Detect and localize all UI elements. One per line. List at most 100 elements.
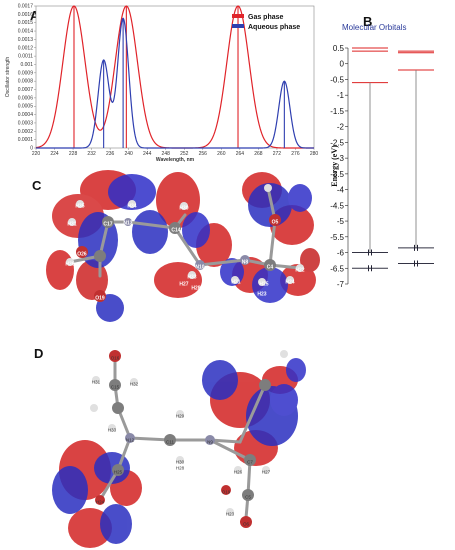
atom-label-h25: H25 <box>114 470 123 475</box>
atom-label-h29: H29 <box>176 414 185 419</box>
y-tick-label: 0.0013 <box>18 37 34 43</box>
spectrum-line-aqueous-phase <box>36 17 314 149</box>
y-tick-label: 0.0006 <box>18 95 34 101</box>
orbital-d-atom-labels: O16 H32 C15 H31 H33 H29 N12 H30 C11 H28 N9 H26 H27 C7… <box>92 356 271 527</box>
x-tick-label: 248 <box>162 151 171 157</box>
x-tick-label: 276 <box>291 151 300 157</box>
y-tick-label: 0.0015 <box>18 20 34 26</box>
x-tick-label: 224 <box>50 151 59 157</box>
x-tick-label: 232 <box>87 151 96 157</box>
mo-diagram-content: Molecular Orbitals 0.5 0 -0.5 -1 -1.5 -2 -2.5 -3… <box>330 23 434 289</box>
atom-label-c14: C14 <box>171 228 180 234</box>
spectrum-chart: 0 0.0001 0.0002 0.0003 0.0004 0.0005 0.0006 0.0… <box>5 4 318 164</box>
panel-a-label: A <box>30 8 40 23</box>
energy-tick-label: -3.5 <box>330 170 344 179</box>
spectrum-legend: Gas phase Aqueous phase <box>232 14 300 31</box>
y-tick-label: 0.0017 <box>18 4 34 10</box>
energy-tick-label: -6.5 <box>330 264 344 273</box>
y-axis-label: Oscillator strength <box>5 57 11 98</box>
y-tick-label: 0 <box>30 146 33 152</box>
atom-label-o6: O6 <box>243 522 250 527</box>
panel-d-label: D <box>34 346 44 361</box>
atom-label-h31: H31 <box>67 222 76 228</box>
x-tick-label: 264 <box>236 151 245 157</box>
y-tick-label: 0.0009 <box>18 70 34 76</box>
atom-label-h30: H30 <box>176 460 185 465</box>
energy-tick-label: -2 <box>337 123 345 132</box>
atom-label-o16: O16 <box>111 356 120 361</box>
y-tick-label: 0.0012 <box>18 45 34 51</box>
x-tick-label: 240 <box>124 151 133 157</box>
atom-label-n13: N13 <box>123 221 132 227</box>
mo-title: Molecular Orbitals <box>342 23 406 32</box>
energy-tick-label: -0.5 <box>330 75 344 84</box>
energy-tick-label: -3 <box>337 154 345 163</box>
energy-tick-label: -1.5 <box>330 107 344 116</box>
spectrum-axes: 0 0.0001 0.0002 0.0003 0.0004 0.0005 0.0006 0.0… <box>5 4 318 164</box>
energy-axis-label: Energy (eV) <box>330 145 339 187</box>
energy-tick-label: -1 <box>337 91 345 100</box>
atom-label-h22: H22 <box>295 268 304 274</box>
atom-label-h32: H32 <box>130 382 139 387</box>
y-tick-label: 0.0014 <box>18 29 34 35</box>
atom-label-h34: H34 <box>127 204 136 210</box>
energy-tick-label: 0.5 <box>333 44 345 53</box>
x-tick-label: 236 <box>106 151 115 157</box>
x-tick-label: 272 <box>273 151 282 157</box>
atom-label-h23: H23 <box>257 292 266 298</box>
orbital-d-render: O16 H32 C15 H31 H33 H29 N12 H30 C11 H28 N9 H26 H27 C7… <box>52 350 306 548</box>
atom-label-h31: H31 <box>92 380 101 385</box>
atom-label-n12: N12 <box>126 438 135 443</box>
y-tick-label: 0.001 <box>20 62 33 68</box>
energy-tick-label: 0 <box>340 60 345 69</box>
energy-tick-label: -4.5 <box>330 201 344 210</box>
y-tick-label: 0.0016 <box>18 12 34 18</box>
x-tick-label: 280 <box>310 151 319 157</box>
x-axis-label: Wavelength, nm <box>156 157 195 163</box>
atom-label-c4: C4 <box>267 265 274 271</box>
atom-label-h36: H36 <box>65 262 74 268</box>
atom-label-o5: O5 <box>272 220 279 226</box>
spectrum-curves <box>35 5 314 149</box>
atom-label-h25: H25 <box>259 282 268 288</box>
energy-tick-label: -6 <box>337 249 345 258</box>
atom-label-o19: O19 <box>222 490 231 495</box>
energy-tick-label: -7 <box>337 280 345 289</box>
energy-tick-label: -2.5 <box>330 138 344 147</box>
x-tick-label: 220 <box>32 151 41 157</box>
atom-label-h28: H28 <box>191 286 200 292</box>
mo-diagram: Molecular Orbitals 0.5 0 -0.5 -1 -1.5 -2 -2.5 -3… <box>330 23 434 289</box>
atom-label-n8: N8 <box>242 260 249 266</box>
plot-frame <box>35 5 315 149</box>
energy-tick-label: -4 <box>337 186 345 195</box>
y-tick-label: 0.0008 <box>18 79 34 85</box>
atom-label-h26: H26 <box>234 470 243 475</box>
y-tick-label: 0.0001 <box>18 137 34 143</box>
x-tick-label: 228 <box>69 151 78 157</box>
y-tick-label: 0.0002 <box>18 129 34 135</box>
atom-label-c7: C7 <box>247 460 253 465</box>
atom-label-h30: H30 <box>179 206 188 212</box>
legend-label: Aqueous phase <box>248 24 300 31</box>
x-tick-label: 260 <box>217 151 226 157</box>
atom-label-c17: C17 <box>103 222 112 228</box>
atom-label-h33: H33 <box>108 428 117 433</box>
x-tick-label: 256 <box>199 151 208 157</box>
atom-label-h27: H27 <box>262 470 271 475</box>
legend-swatch <box>232 24 244 28</box>
atom-label-c15: C15 <box>111 385 120 390</box>
atom-label-h23: H23 <box>226 512 235 517</box>
panel-b-label: B <box>363 14 373 29</box>
y-tick-label: 0.0011 <box>18 54 33 60</box>
atom-label-h28: H28 <box>176 466 185 471</box>
atom-label-n9: N9 <box>207 440 213 445</box>
energy-tick-label: -5 <box>337 217 345 226</box>
atom-label-h21: H21 <box>231 280 240 286</box>
atom-label-n10: N10 <box>195 265 204 271</box>
x-tick-label: 244 <box>143 151 152 157</box>
atom-label-h33: H33 <box>187 275 196 281</box>
atom-label-h24: H24 <box>96 500 105 505</box>
